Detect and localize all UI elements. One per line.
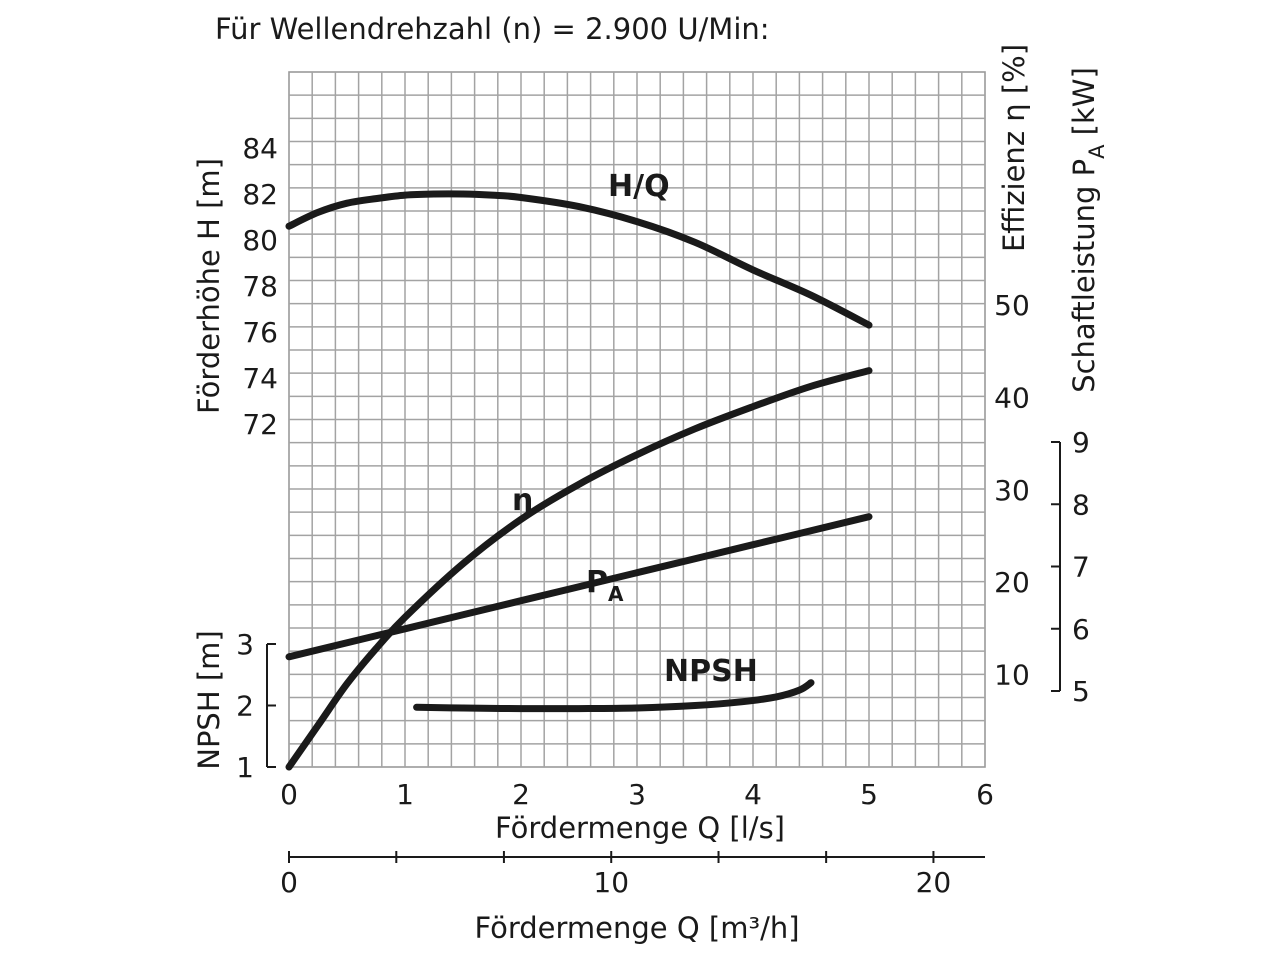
head-tick-label: 74: [242, 362, 278, 395]
curve-label-h-q: H/Q: [608, 169, 670, 204]
head-axis-title: Förderhöhe H [m]: [192, 158, 226, 414]
power-tick-label: 8: [1072, 488, 1090, 521]
curve-label-pa-sub: A: [608, 582, 624, 606]
x-tick-label: 6: [976, 778, 994, 811]
head-tick-label: 78: [242, 270, 278, 303]
curve-label-h-q-main: H/Q: [608, 169, 670, 204]
x2-tick-label: 10: [593, 866, 629, 899]
x2-tick-label: 0: [280, 866, 298, 899]
x-tick-label: 4: [744, 778, 762, 811]
efficiency-tick-label: 30: [994, 474, 1030, 507]
power-axis-title: Schaftleistung PA [kW]: [1067, 67, 1109, 393]
x-axis-title: Fördermenge Q [l/s]: [495, 811, 785, 845]
x2-tick-label: 20: [916, 866, 952, 899]
head-tick-label: 80: [242, 224, 278, 257]
x-tick-label: 0: [280, 778, 298, 811]
curve-pa: [285, 513, 873, 661]
efficiency-tick-label: 40: [994, 381, 1030, 414]
x-tick-label: 2: [512, 778, 530, 811]
curve-npsh: [413, 679, 815, 713]
x-tick-label: 1: [396, 778, 414, 811]
power-axis-title-sub: A: [1085, 144, 1109, 159]
npsh-tick-label: 2: [236, 690, 254, 723]
head-tick-label: 84: [242, 132, 278, 165]
efficiency-tick-label: 10: [994, 659, 1030, 692]
curve-label-pa-main: P: [586, 565, 608, 600]
curve-label-efficiency: η: [512, 483, 533, 518]
curve-label-npsh: NPSH: [664, 654, 758, 689]
npsh-tick-label: 3: [236, 628, 254, 661]
power-axis-title-main: Schaftleistung P: [1067, 159, 1101, 393]
x-tick-label: 5: [860, 778, 878, 811]
npsh-tick-label: 1: [236, 751, 254, 784]
chart-grid: [288, 71, 986, 768]
npsh-axis-title: NPSH [m]: [192, 630, 226, 770]
curve-h-q: [285, 190, 873, 329]
curve-label-pa: PA: [586, 565, 624, 606]
x-tick-label: 3: [628, 778, 646, 811]
curve-label-npsh-main: NPSH: [664, 654, 758, 689]
chart-title: Für Wellendrehzahl (n) = 2.900 U/Min:: [215, 12, 770, 46]
chart-curves: [285, 190, 873, 771]
power-axis-title-unit: [kW]: [1067, 67, 1101, 144]
power-tick-label: 9: [1072, 426, 1090, 459]
curve-label-efficiency-main: η: [512, 483, 533, 518]
efficiency-tick-label: 50: [994, 289, 1030, 322]
x2-axis-title: Fördermenge Q [m³/h]: [474, 911, 799, 945]
head-tick-label: 76: [242, 316, 278, 349]
power-tick-label: 5: [1072, 675, 1090, 708]
chart-labels: H/Q η PA NPSH: [512, 169, 758, 689]
power-tick-label: 6: [1072, 613, 1090, 646]
power-tick-label: 7: [1072, 551, 1090, 584]
head-tick-label: 82: [242, 178, 278, 211]
efficiency-axis-title: Effizienz η [%]: [997, 44, 1031, 252]
efficiency-tick-label: 20: [994, 566, 1030, 599]
curve-efficiency: [285, 367, 873, 771]
head-tick-label: 72: [242, 408, 278, 441]
